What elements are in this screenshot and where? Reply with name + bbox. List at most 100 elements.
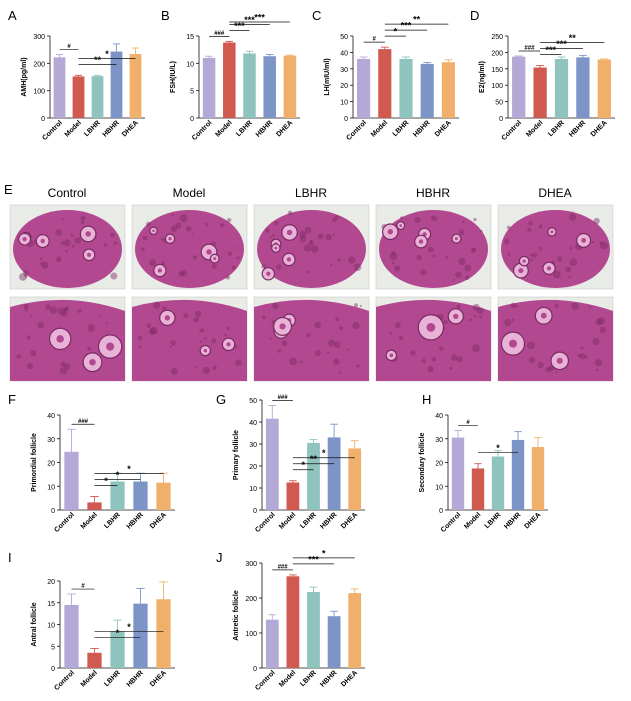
significance-mark: ###	[214, 31, 225, 37]
y-tick-label: 30	[340, 67, 348, 74]
y-axis-label: Antral follicle	[31, 602, 38, 646]
significance-mark: ###	[524, 46, 535, 52]
y-tick-label: 100	[245, 631, 257, 638]
y-tick-label: 100	[33, 89, 45, 96]
y-tick-label: 0	[51, 666, 55, 673]
bar-dhea	[129, 54, 142, 118]
significance-mark: **	[310, 454, 318, 464]
significance-mark: *	[127, 464, 131, 474]
x-tick-label: Control	[254, 511, 277, 534]
tissue-image-lbhr-low-mag	[253, 204, 370, 290]
x-tick-label: HBHR	[503, 511, 522, 530]
bar-hbhr	[133, 481, 148, 510]
x-tick-label: Model	[80, 511, 99, 530]
x-tick-label: DHEA	[121, 119, 140, 138]
y-tick-label: 30	[435, 437, 443, 444]
y-tick-label: 0	[41, 116, 45, 123]
panel-label: D	[470, 8, 479, 23]
y-tick-label: 50	[340, 34, 348, 41]
significance-mark: *	[105, 49, 109, 59]
x-tick-label: HBHR	[102, 119, 121, 138]
x-tick-label: HBHR	[319, 511, 338, 530]
x-tick-label: DHEA	[149, 669, 168, 688]
significance-mark: #	[466, 420, 470, 426]
bar-model	[87, 652, 102, 668]
x-tick-label: Control	[501, 119, 524, 142]
bar-control	[357, 58, 371, 118]
bar-hbhr	[133, 603, 148, 668]
chart-f: F 0 10 20 30 40 Primordial follicle Control Mode…	[8, 392, 175, 534]
chart-h: H 0 10 20 30 40 Secondary follicle Control Model…	[419, 392, 548, 534]
histology-column-label: Model	[173, 186, 206, 200]
x-tick-label: DHEA	[523, 511, 542, 530]
y-tick-label: 30	[249, 442, 257, 449]
significance-mark: ***	[254, 13, 265, 23]
tissue-image-control-low-mag	[9, 204, 126, 290]
x-tick-label: LBHR	[235, 119, 254, 138]
panel-label: J	[216, 550, 223, 565]
bar-control	[265, 418, 279, 510]
x-tick-label: Model	[64, 119, 83, 138]
y-tick-label: 5	[190, 89, 194, 96]
bar-lbhr	[399, 58, 413, 118]
chart-j: J 0 100 200 300 Antretic follicle Control Model…	[216, 548, 365, 692]
y-tick-label: 40	[340, 50, 348, 57]
x-tick-label: HBHR	[412, 119, 431, 138]
significance-mark: ***	[546, 45, 557, 55]
y-axis-label: LH(mIU/ml)	[324, 58, 331, 95]
panel-label: G	[216, 392, 226, 407]
panel-label-e: E	[4, 182, 13, 197]
bar-lbhr	[307, 592, 320, 668]
y-tick-label: 30	[47, 437, 55, 444]
histology-column-label: HBHR	[416, 186, 450, 200]
y-tick-label: 10	[47, 484, 55, 491]
panel-label: B	[161, 8, 170, 23]
bar-model	[223, 42, 236, 119]
x-tick-label: Control	[254, 669, 277, 692]
bar-hbhr	[327, 616, 341, 668]
y-tick-label: 20	[340, 83, 348, 90]
y-axis-label: AMH(pg/ml)	[21, 57, 28, 96]
panel-label: C	[312, 8, 321, 23]
bar-model	[72, 76, 85, 118]
panel-label: F	[8, 392, 16, 407]
y-tick-label: 50	[495, 100, 503, 107]
bar-control	[64, 451, 79, 510]
x-tick-label: HBHR	[319, 669, 338, 688]
y-tick-label: 15	[47, 601, 55, 608]
significance-mark: ***	[401, 21, 412, 31]
y-tick-label: 40	[47, 413, 55, 420]
significance-mark: ***	[308, 554, 319, 564]
x-tick-label: LBHR	[299, 669, 318, 688]
x-tick-label: LBHR	[547, 119, 566, 138]
y-tick-label: 0	[439, 508, 443, 515]
y-tick-label: 300	[245, 561, 257, 568]
significance-mark: *	[116, 628, 120, 638]
histology-panel-e: E Control Model LBHR HBHR DHEA	[4, 182, 614, 382]
y-tick-label: 0	[51, 508, 55, 515]
bar-dhea	[348, 448, 362, 510]
bar-dhea	[348, 593, 362, 668]
y-tick-label: 15	[186, 34, 194, 41]
x-tick-label: LBHR	[299, 511, 318, 530]
x-tick-label: DHEA	[340, 511, 359, 530]
bar-dhea	[441, 62, 455, 118]
significance-mark: **	[413, 15, 421, 25]
y-tick-label: 50	[249, 398, 257, 405]
x-tick-label: Model	[214, 119, 233, 138]
x-tick-label: Control	[440, 511, 463, 534]
significance-mark: ###	[278, 564, 289, 570]
tissue-image-dhea-low-mag	[497, 204, 614, 290]
y-tick-label: 0	[253, 508, 257, 515]
bar-control	[202, 57, 216, 118]
panel-label: H	[422, 392, 431, 407]
y-tick-label: 0	[190, 116, 194, 123]
y-tick-label: 150	[491, 67, 503, 74]
chart-i: I 0 5 10 15 20 Antral follicle Control Model LBHR…	[8, 550, 175, 692]
panel-label: I	[8, 550, 12, 565]
histology-column-label: DHEA	[538, 186, 571, 200]
bar-hbhr	[420, 63, 434, 118]
y-tick-label: 10	[435, 484, 443, 491]
y-tick-label: 40	[435, 413, 443, 420]
y-tick-label: 0	[344, 116, 348, 123]
